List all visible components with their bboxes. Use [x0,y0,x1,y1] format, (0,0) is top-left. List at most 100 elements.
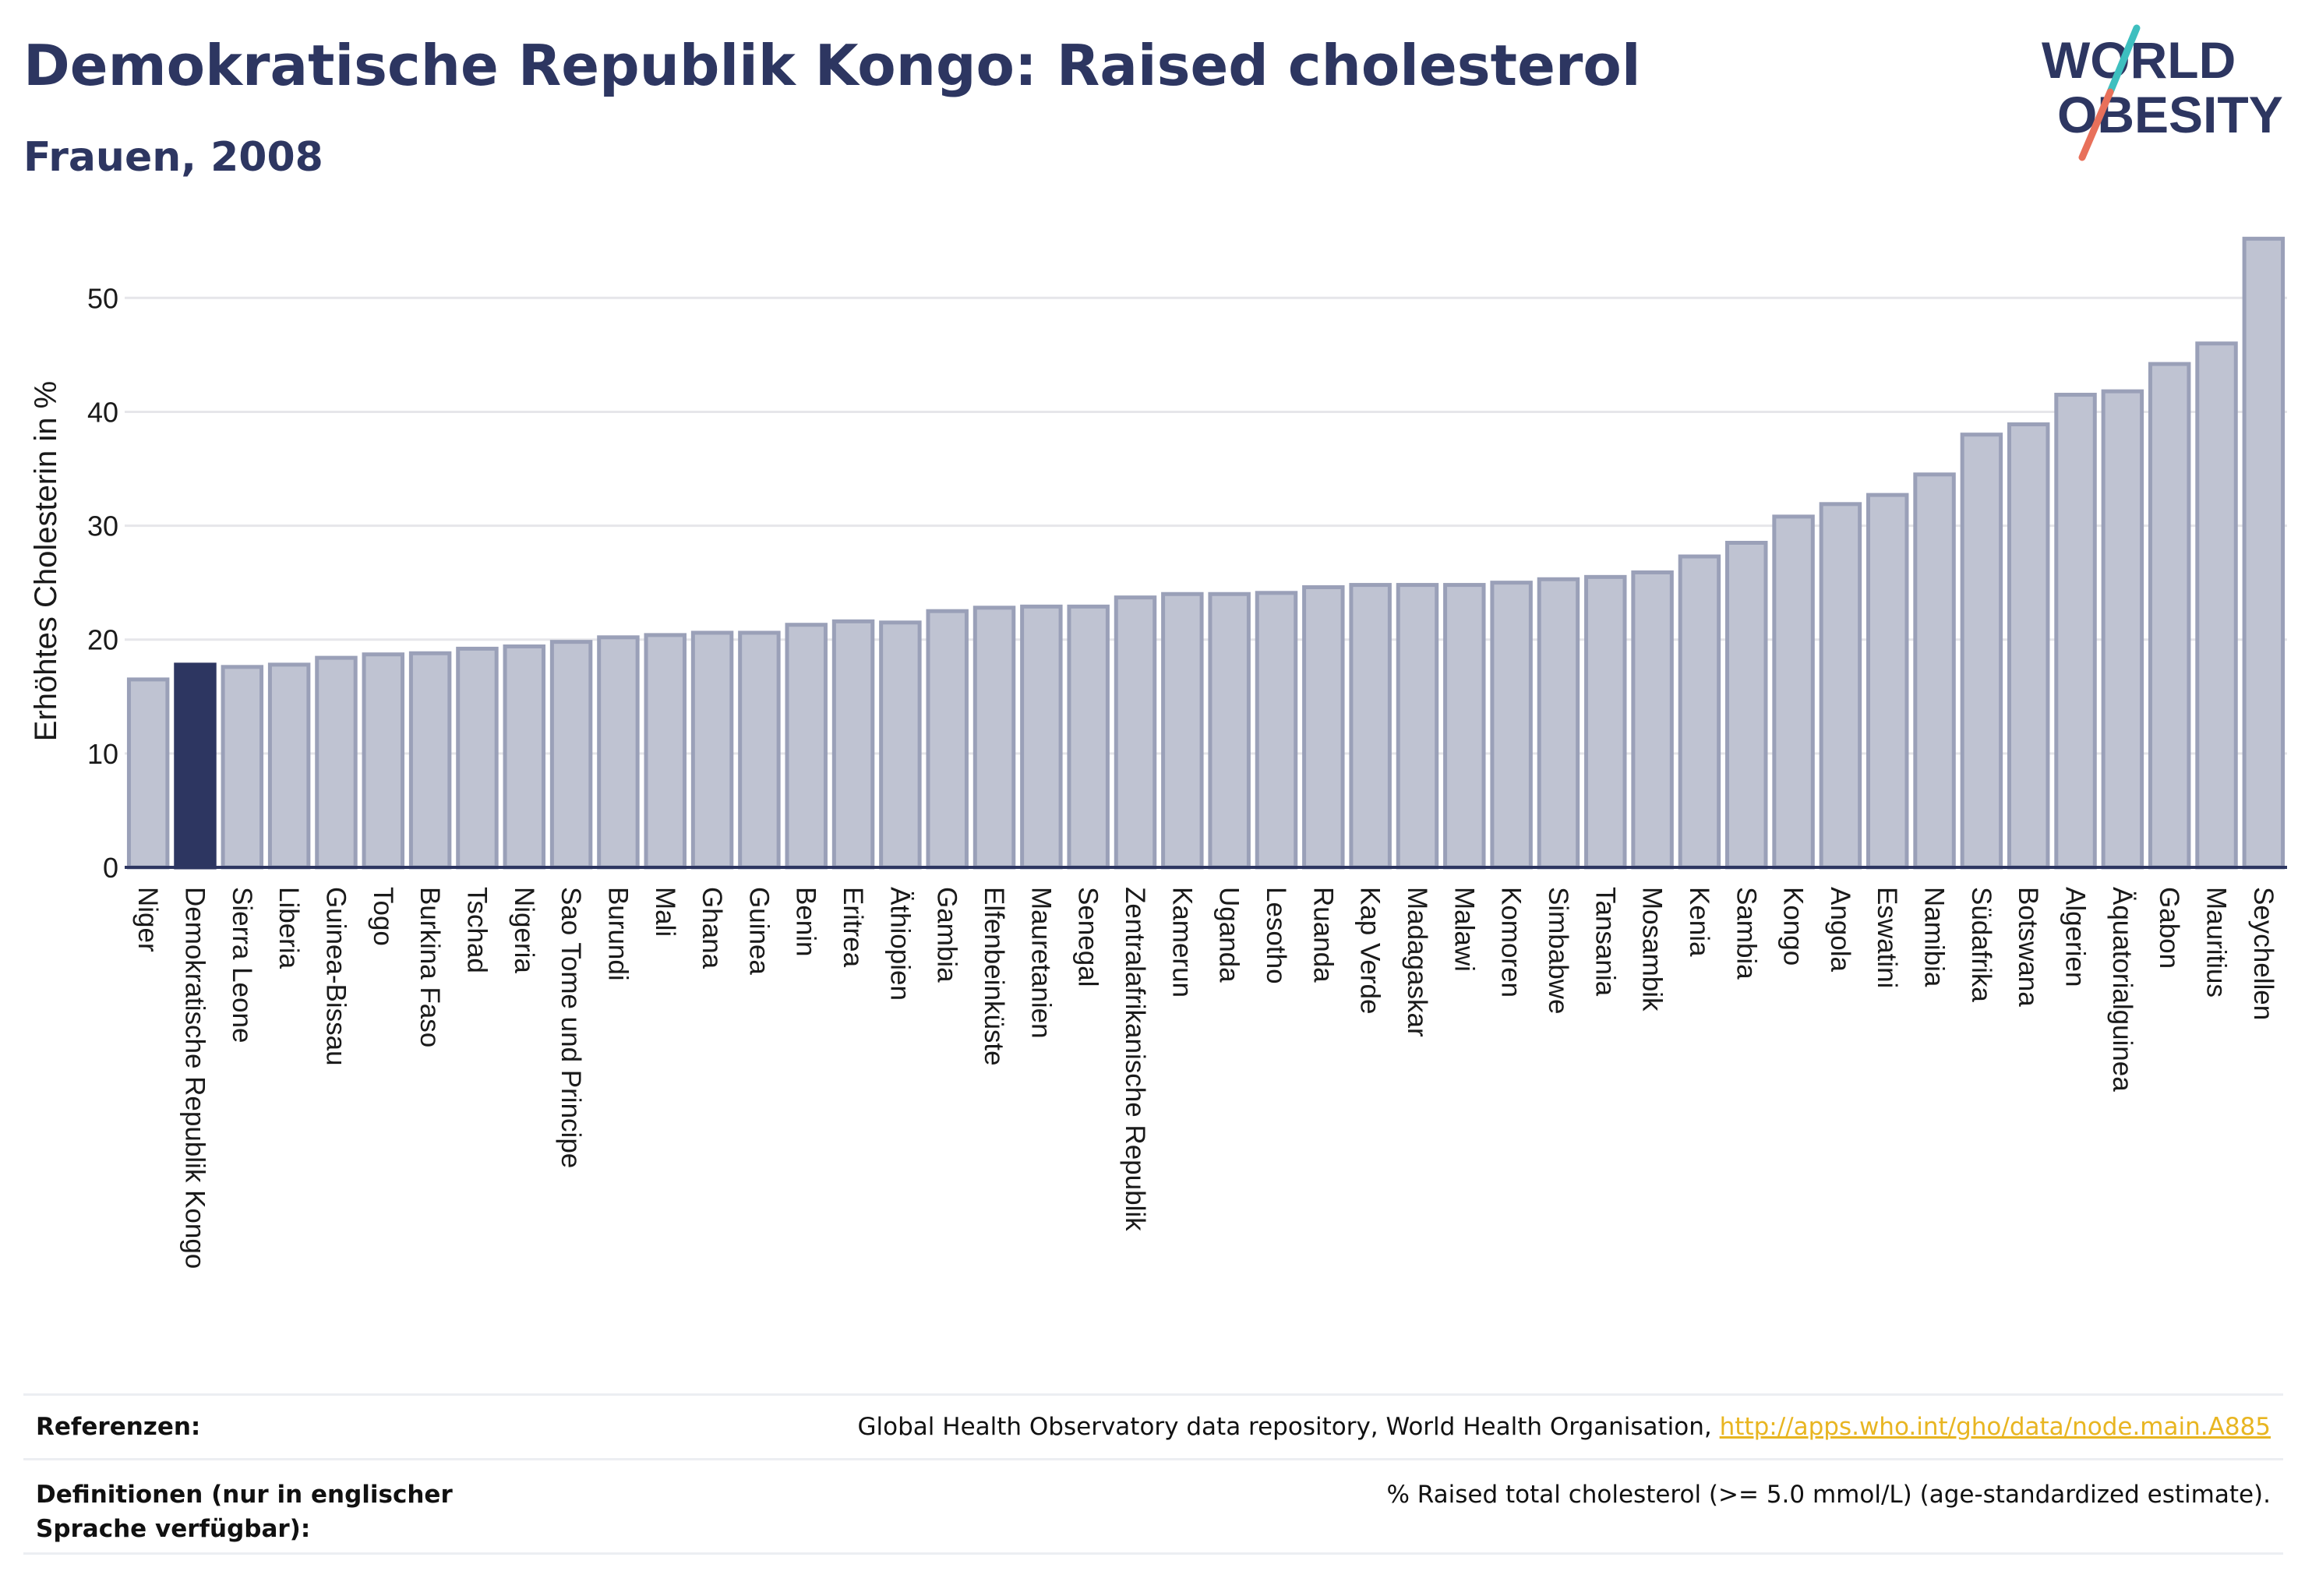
bar [2242,236,2286,870]
bar [1960,433,2003,870]
category-label: Sierra Leone [227,887,257,1043]
references-row: Referenzen: Global Health Observatory da… [23,1393,2283,1458]
bar [1913,472,1956,870]
bar [221,665,264,870]
bar [1255,591,1298,870]
category-label: Zentralafrikanische Republik [1120,887,1150,1231]
references-value: Global Health Observatory data repositor… [858,1410,2283,1444]
bar [1208,591,1251,870]
category-label: Mali [650,887,680,937]
bar [1678,554,1721,870]
category-label: Nigeria [509,887,539,973]
category-label: Togo [368,887,398,946]
category-label: Kongo [1778,887,1809,966]
category-label: Südafrika [1966,887,1996,1002]
logo-line-1: WORLD [2042,31,2236,89]
category-label: Namibia [1919,887,1950,987]
bar [2101,389,2144,870]
logo-slash-coral [2078,88,2114,161]
bar [174,662,217,870]
axes: 0 10 20 30 40 50 [87,282,2287,884]
category-label: Lesotho [1261,887,1291,984]
bars [126,236,2286,870]
category-label: Mauretanien [1025,887,1056,1039]
bar [785,623,828,870]
category-label: Algerien [2060,887,2091,987]
definitions-value: % Raised total cholesterol (>= 5.0 mmol/… [1386,1481,2271,1509]
y-axis-label: Erhöhtes Cholesterin in % [29,381,63,741]
category-label: Eritrea [838,887,868,968]
bar [1537,577,1580,870]
category-label: Angola [1825,887,1855,973]
bar [1161,591,1204,870]
category-label: Kap Verde [1355,887,1385,1014]
category-label: Guinea-Bissau [320,887,351,1066]
category-label: Malawi [1449,887,1479,972]
logo-slash-teal [2106,24,2141,96]
category-label: Benin [791,887,821,957]
category-label: Guinea [743,887,774,975]
bar [831,619,875,870]
category-label: Elfenbeinküste [979,887,1009,1066]
bar [1819,502,1862,870]
category-label: Kenia [1684,887,1714,957]
category-label: Mosambik [1637,887,1668,1012]
category-label: Äthiopien [884,887,915,1001]
bar [1067,604,1110,870]
category-label: Botswana [2013,887,2043,1007]
chart-title: Demokratische Republik Kongo: Raised cho… [23,33,1641,98]
category-label: Burkina Faso [415,887,445,1047]
category-label: Tschad [461,887,492,973]
bar [2007,422,2050,870]
bar [972,606,1016,870]
world-obesity-logo: WORLD OBESITY [2042,24,2283,161]
category-label: Demokratische Republik Kongo [179,887,210,1269]
category-label: Simbabwe [1543,887,1573,1014]
bar [503,644,546,870]
bar [1772,514,1815,870]
bar [1302,584,1345,870]
category-label: Mauritius [2201,887,2232,998]
bar [2054,393,2097,870]
category-label: Madagaskar [1402,887,1432,1037]
bar [597,635,640,870]
y-tick-label: 40 [87,396,118,428]
bar [456,646,499,870]
bar [1584,574,1627,870]
bar [926,609,969,870]
category-label: Komoren [1496,887,1527,998]
chart-subtitle: Frauen, 2008 [23,134,323,181]
bar [315,655,358,870]
definitions-label: Definitionen (nur in englischer Sprache … [36,1481,453,1543]
bar [1396,583,1439,870]
y-tick-label: 20 [87,624,118,656]
bar [644,633,687,870]
category-label: Seychellen [2248,887,2279,1020]
category-label: Äquatorialguinea [2107,887,2137,1092]
category-label: Ghana [697,887,727,969]
bar [1866,493,1909,870]
category-label: Ruanda [1308,887,1338,983]
category-label: Sambia [1731,887,1761,980]
definitions-row: Definitionen (nur in englischer Sprache … [23,1458,2283,1555]
bar [879,620,922,870]
bar [690,630,734,870]
bar [267,662,311,870]
category-label: Gambia [932,887,962,983]
bar [1114,595,1157,870]
category-label: Niger [132,887,163,952]
bar [408,651,452,870]
footer: Referenzen: Global Health Observatory da… [23,1393,2283,1555]
category-label: Senegal [1073,887,1103,987]
bar [126,677,170,870]
y-tick-label: 30 [87,510,118,542]
bar [1020,604,1063,870]
bar [1443,583,1486,870]
bar [2148,362,2191,870]
category-label: Gabon [2154,887,2184,969]
bar-chart: 0 10 20 30 40 50 Niger Demokratische Republik … [29,236,2287,1269]
category-label: Tansania [1590,887,1620,997]
references-link[interactable]: http://apps.who.int/gho/data/node.main.A… [1719,1413,2271,1441]
references-text: Global Health Observatory data repositor… [857,1413,1712,1441]
y-tick-label: 50 [87,282,118,314]
